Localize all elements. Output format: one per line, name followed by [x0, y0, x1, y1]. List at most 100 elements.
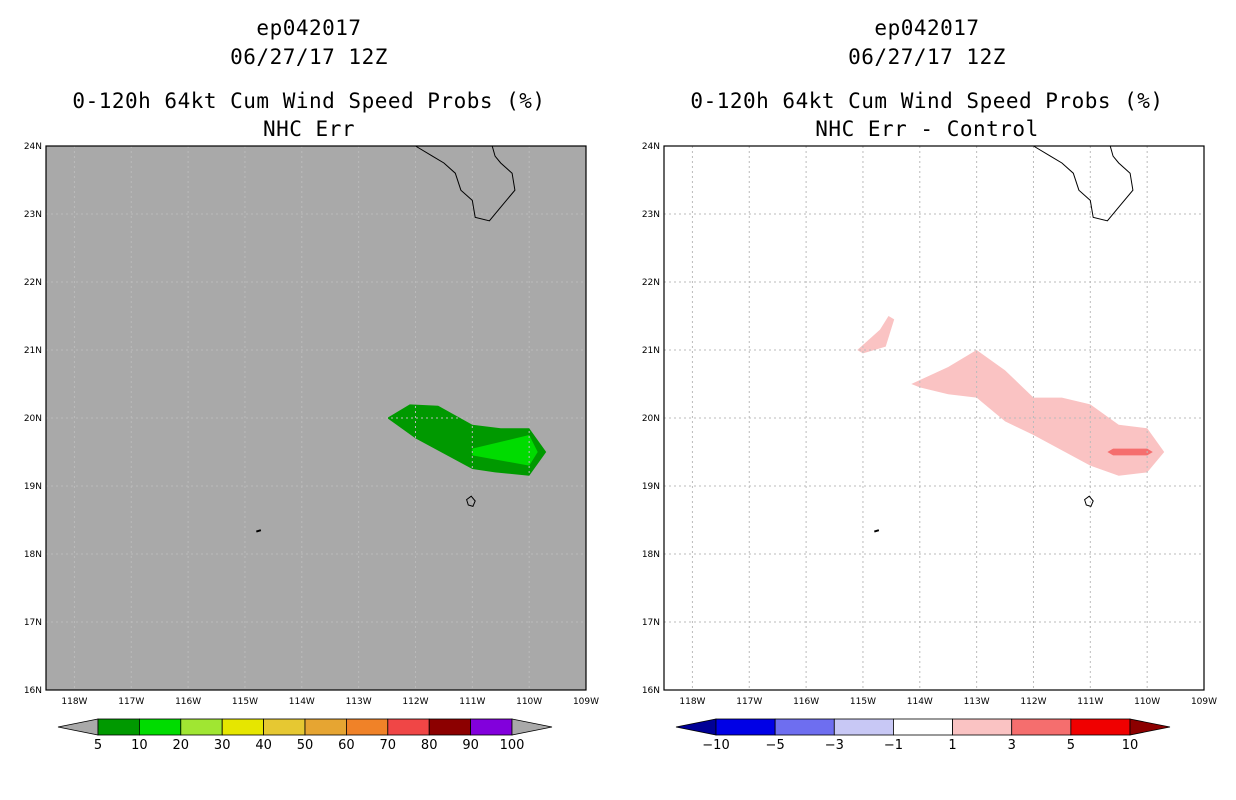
colorbar-label: 30 — [214, 738, 231, 753]
x-tick-label-115w: 115W — [850, 697, 876, 707]
colorbar-label: 50 — [297, 738, 314, 753]
colorbar-label: −5 — [766, 738, 785, 753]
x-tick-label-112w: 112W — [1020, 697, 1046, 707]
colorbar-swatch — [138, 718, 182, 736]
colorbar-label: 80 — [421, 738, 438, 753]
colorbar-label: 1 — [948, 738, 956, 753]
colorbar-start-arrow — [57, 718, 99, 736]
colorbar-end-arrow — [511, 718, 553, 736]
colorbar-swatch — [1070, 718, 1131, 736]
x-tick-label-111w: 111W — [459, 697, 485, 707]
colorbar-swatch — [774, 718, 835, 736]
x-tick-label-111w: 111W — [1077, 697, 1103, 707]
y-tick-label-17n: 17N — [24, 618, 42, 628]
y-tick-label-18n: 18N — [24, 550, 42, 560]
colorbar-swatch — [1011, 718, 1072, 736]
colorbar-label: 20 — [173, 738, 190, 753]
colorbar-swatch — [221, 718, 264, 736]
colorbar-label: 5 — [1067, 738, 1075, 753]
datetime-title: 06/27/17 12Z — [230, 45, 388, 69]
colorbar-swatch — [715, 718, 776, 736]
y-tick-label-21n: 21N — [24, 346, 42, 356]
contour-area-1-3-0 — [857, 316, 895, 354]
colorbar-label: 90 — [462, 738, 479, 753]
colorbar-end-arrow — [1129, 718, 1171, 736]
colorbar-swatch — [470, 718, 513, 736]
colorbar-label: 10 — [131, 738, 148, 753]
x-tick-label-118w: 118W — [679, 697, 705, 707]
colorbar-swatch — [893, 718, 953, 736]
y-tick-label-19n: 19N — [24, 482, 42, 492]
island-san-benedicto — [874, 529, 880, 533]
colorbar: 5 10 20 30 40 50 60 70 80 90 100 — [57, 718, 553, 753]
y-tick-label-23n: 23N — [24, 210, 42, 220]
colorbar-swatch — [97, 718, 140, 736]
colorbar-swatch — [387, 718, 430, 736]
colorbar: −10 −5 −3 −1 1 3 5 10 — [675, 718, 1171, 753]
y-tick-label-21n: 21N — [642, 346, 660, 356]
x-tick-label-110w: 110W — [516, 697, 542, 707]
y-tick-label-16n: 16N — [24, 686, 42, 696]
x-tick-label-118w: 118W — [61, 697, 87, 707]
contour-area-1-3-1 — [911, 350, 1165, 476]
storm-id-title: ep042017 — [874, 16, 980, 40]
x-tick-label-112w: 112W — [402, 697, 428, 707]
x-tick-label-115w: 115W — [232, 697, 258, 707]
y-tick-label-24n: 24N — [24, 142, 42, 152]
baja-coastline — [415, 145, 516, 222]
island-san-benedicto — [256, 529, 262, 533]
x-tick-label-113w: 113W — [346, 697, 372, 707]
y-tick-label-17n: 17N — [642, 618, 660, 628]
contour-area-3-5-2 — [1107, 448, 1153, 456]
x-tick-label-113w: 113W — [964, 697, 990, 707]
x-tick-label-109w: 109W — [1191, 697, 1217, 707]
colorbar-label: 100 — [500, 738, 525, 753]
colorbar-label: 10 — [1122, 738, 1139, 753]
y-tick-label-20n: 20N — [642, 414, 660, 424]
y-tick-label-18n: 18N — [642, 550, 660, 560]
x-tick-label-117w: 117W — [118, 697, 144, 707]
colorbar-swatch — [263, 718, 306, 736]
island-socorro — [1084, 495, 1094, 508]
panel-nhc-err-minus-control: ep042017 06/27/17 12Z 0-120h 64kt Cum Wi… — [618, 0, 1236, 800]
product-title: 0-120h 64kt Cum Wind Speed Probs (%) — [72, 89, 546, 113]
experiment-title: NHC Err - Control — [815, 117, 1039, 141]
island-socorro — [466, 495, 476, 508]
colorbar-label: −10 — [702, 738, 729, 753]
colorbar-swatch — [952, 718, 1013, 736]
y-tick-label-23n: 23N — [642, 210, 660, 220]
colorbar-label: 40 — [255, 738, 272, 753]
storm-id-title: ep042017 — [256, 16, 362, 40]
colorbar-start-arrow — [675, 718, 717, 736]
colorbar-swatch — [833, 718, 894, 736]
plot-frame — [45, 145, 587, 691]
y-tick-label-16n: 16N — [642, 686, 660, 696]
colorbar-swatch — [180, 718, 223, 736]
colorbar-label: 5 — [94, 738, 102, 753]
y-tick-label-20n: 20N — [24, 414, 42, 424]
y-tick-label-24n: 24N — [642, 142, 660, 152]
x-tick-label-114w: 114W — [907, 697, 933, 707]
datetime-title: 06/27/17 12Z — [848, 45, 1006, 69]
x-tick-label-116w: 116W — [793, 697, 819, 707]
x-tick-label-109w: 109W — [573, 697, 599, 707]
colorbar-label: −1 — [884, 738, 903, 753]
colorbar-label: 60 — [338, 738, 355, 753]
x-tick-label-117w: 117W — [736, 697, 762, 707]
colorbar-swatch — [304, 718, 347, 736]
contour-area-10-20-1 — [472, 435, 538, 466]
plot-frame — [663, 145, 1205, 691]
baja-coastline — [1033, 145, 1134, 222]
y-tick-label-22n: 22N — [24, 278, 42, 288]
colorbar-swatch — [345, 718, 389, 736]
y-tick-label-19n: 19N — [642, 482, 660, 492]
experiment-title: NHC Err — [262, 117, 355, 141]
x-tick-label-116w: 116W — [175, 697, 201, 707]
x-tick-label-110w: 110W — [1134, 697, 1160, 707]
colorbar-swatch — [428, 718, 472, 736]
map-plot-difference: 118W 117W 116W 115W 114W 113W 112W 111W 110W 109W… — [642, 142, 1217, 753]
colorbar-label: 3 — [1008, 738, 1016, 753]
colorbar-label: −3 — [825, 738, 844, 753]
panel-nhc-err: ep042017 06/27/17 12Z 0-120h 64kt Cum Wi… — [24, 16, 599, 753]
product-title: 0-120h 64kt Cum Wind Speed Probs (%) — [690, 89, 1164, 113]
